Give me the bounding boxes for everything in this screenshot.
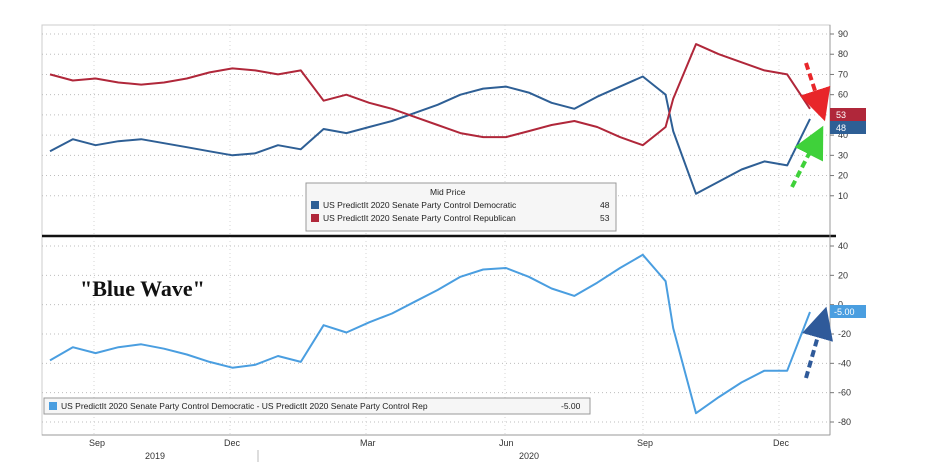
top-y-tick-label: 80 xyxy=(838,49,848,59)
bottom-y-tick-label: -80 xyxy=(838,417,851,427)
top-legend: Mid Price US PredictIt 2020 Senate Party… xyxy=(305,182,617,232)
legend-value-democratic: 48 xyxy=(600,200,610,210)
legend-value-republican: 53 xyxy=(600,213,610,223)
legend-label-democratic: US PredictIt 2020 Senate Party Control D… xyxy=(323,200,517,210)
legend-title: Mid Price xyxy=(430,187,466,197)
top-y-ticks: 102030405060708090 xyxy=(830,29,848,201)
blue-wave-annotation: "Blue Wave" xyxy=(80,276,205,301)
x-tick-sep-2020: Sep xyxy=(637,438,653,448)
tag-spread: -5.00 xyxy=(830,305,866,318)
tag-republican: 53 xyxy=(830,108,866,121)
legend-label-spread: US PredictIt 2020 Senate Party Control D… xyxy=(61,401,428,411)
bottom-y-tick-label: 20 xyxy=(838,270,848,280)
top-panel-lines xyxy=(49,43,811,195)
green-up-arrow xyxy=(790,125,824,188)
bottom-panel-lines xyxy=(49,253,811,415)
legend-swatch-republican xyxy=(311,214,319,222)
legend-swatch-democratic xyxy=(311,201,319,209)
x-year-2019: 2019 xyxy=(145,451,165,461)
bottom-y-ticks: -80 -60 -40 -20 0 20 40 xyxy=(830,241,851,427)
red-down-arrow xyxy=(799,62,831,122)
series-line-democratic xyxy=(49,75,811,195)
tag-democratic-text: 48 xyxy=(836,123,846,133)
x-year-2020: 2020 xyxy=(519,451,539,461)
legend-value-spread: -5.00 xyxy=(561,401,581,411)
x-tick-dec-2020: Dec xyxy=(773,438,790,448)
x-tick-mar-2020: Mar xyxy=(360,438,376,448)
top-y-tick-label: 90 xyxy=(838,29,848,39)
top-y-tick-label: 30 xyxy=(838,150,848,160)
top-y-tick-label: 40 xyxy=(838,130,848,140)
bottom-legend: US PredictIt 2020 Senate Party Control D… xyxy=(43,397,591,415)
top-y-tick-label: 70 xyxy=(838,69,848,79)
top-panel-grid xyxy=(42,33,830,197)
bottom-y-tick-label: 0 xyxy=(838,300,843,310)
x-tick-jun-2020: Jun xyxy=(499,438,514,448)
bottom-y-tick-label: -60 xyxy=(838,388,851,398)
bottom-y-tick-label: 40 xyxy=(838,241,848,251)
top-y-tick-label: 20 xyxy=(838,171,848,181)
legend-label-republican: US PredictIt 2020 Senate Party Control R… xyxy=(323,213,516,223)
tag-republican-text: 53 xyxy=(836,110,846,120)
bottom-y-tick-label: -20 xyxy=(838,329,851,339)
x-axis: Sep Dec Mar Jun Sep Dec 2019 2020 xyxy=(42,434,830,462)
series-line-spread xyxy=(49,253,811,415)
x-tick-sep-2019: Sep xyxy=(89,438,105,448)
tag-democratic: 48 xyxy=(830,121,866,134)
bottom-y-tick-label: -40 xyxy=(838,358,851,368)
tag-spread-text: -5.00 xyxy=(834,307,855,317)
bottom-panel-grid xyxy=(42,245,830,423)
legend-swatch-spread xyxy=(49,402,57,410)
x-tick-dec-2019: Dec xyxy=(224,438,241,448)
series-line-republican xyxy=(49,43,811,147)
top-y-tick-label: 60 xyxy=(838,90,848,100)
blue-up-arrow xyxy=(802,306,833,379)
top-y-tick-label: 10 xyxy=(838,191,848,201)
